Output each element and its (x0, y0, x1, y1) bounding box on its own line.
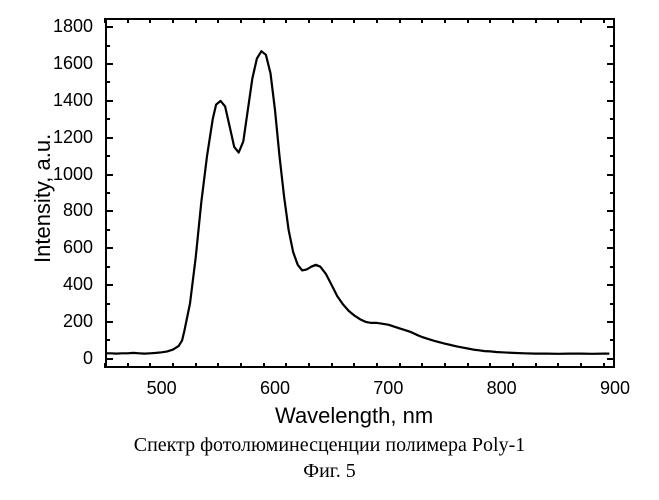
figure: 020040060080010001200140016001800 500600… (0, 0, 659, 500)
caption-line-2: Фиг. 5 (0, 460, 659, 483)
caption-line-1: Спектр фотолюминесценции полимера Poly-1 (0, 434, 659, 457)
x-axis-label: Wavelength, nm (275, 403, 433, 429)
y-axis-label: Intensity, a.u. (30, 134, 56, 263)
